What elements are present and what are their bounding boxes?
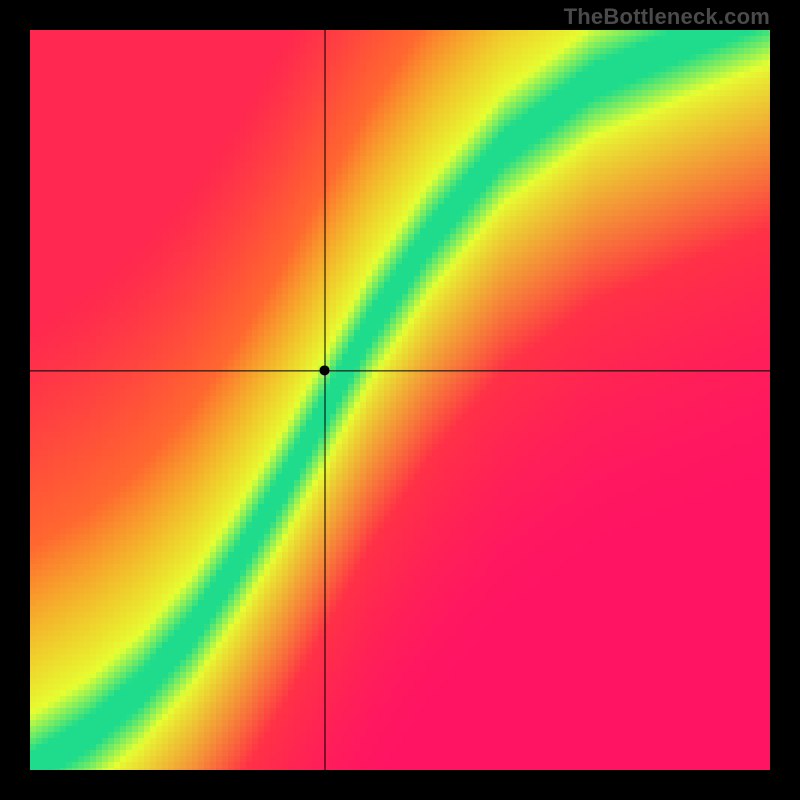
chart-container: TheBottleneck.com xyxy=(0,0,800,800)
watermark-text: TheBottleneck.com xyxy=(564,4,770,30)
crosshair-overlay xyxy=(30,30,770,770)
